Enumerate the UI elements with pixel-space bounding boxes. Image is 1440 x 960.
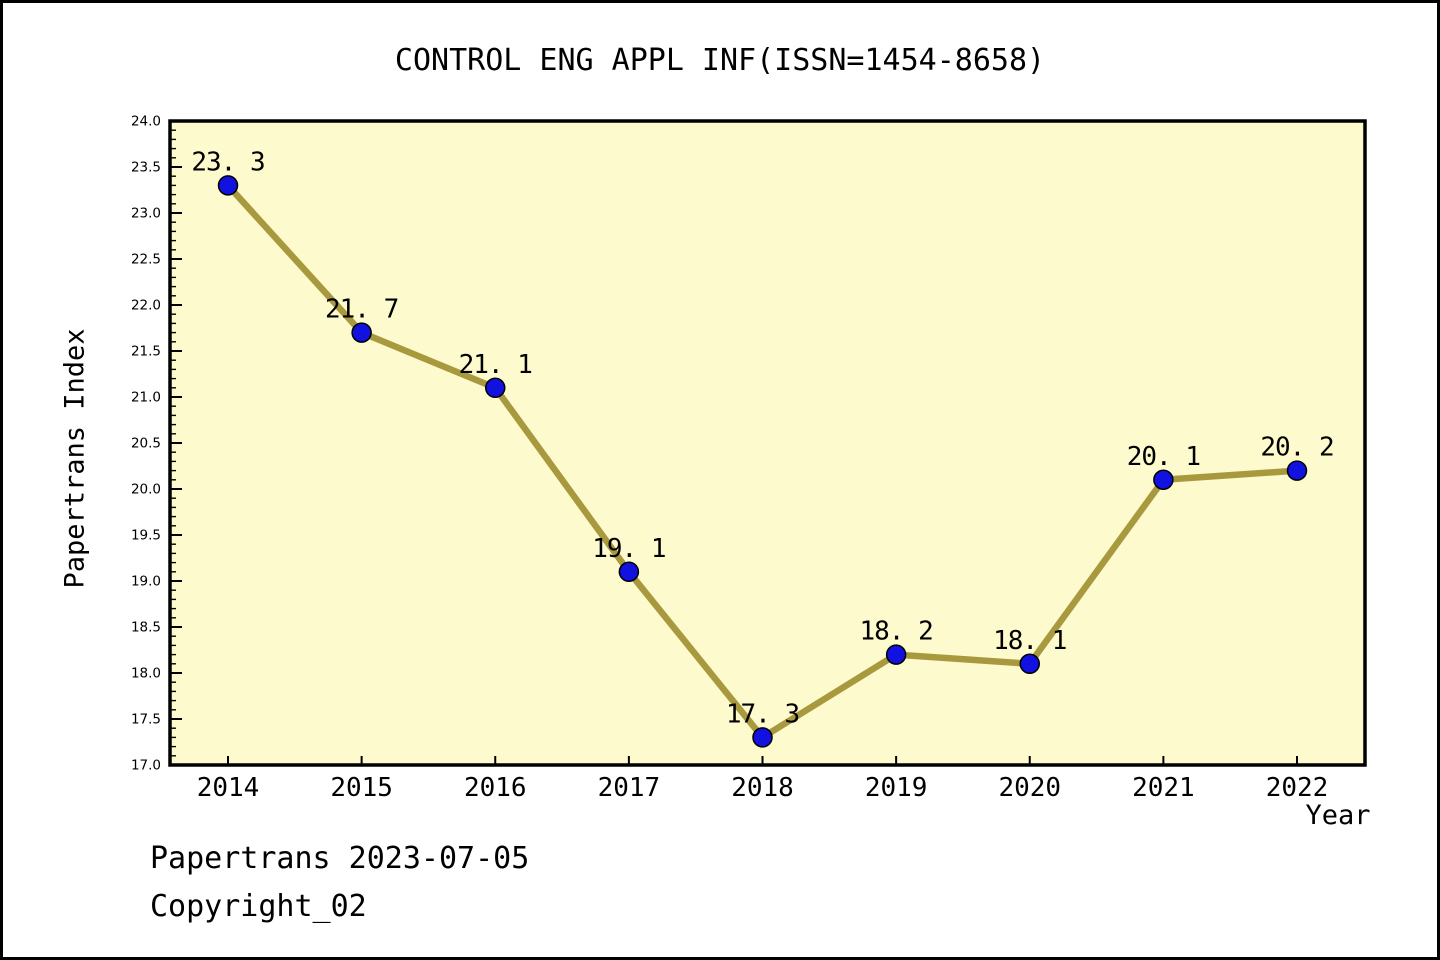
data-point <box>1019 653 1040 675</box>
y-tick-label: 23.0 <box>131 206 161 222</box>
data-point-label: 17. 3 <box>726 699 799 729</box>
data-point <box>618 561 640 583</box>
data-point-label: 20. 2 <box>1260 433 1333 463</box>
data-point <box>217 175 239 196</box>
y-tick-label: 17.5 <box>131 712 161 728</box>
data-point-label: 18. 2 <box>859 617 932 647</box>
y-tick-label: 17.0 <box>131 758 161 774</box>
y-tick-label: 21.0 <box>131 390 161 406</box>
data-point-label: 21. 7 <box>325 295 398 325</box>
data-point-label: 23. 3 <box>191 147 264 177</box>
plot-area <box>170 121 1365 765</box>
y-tick-label: 24.0 <box>131 114 161 130</box>
y-tick-label: 20.0 <box>131 482 161 498</box>
x-tick-label: 2015 <box>330 773 393 803</box>
x-tick-label: 2017 <box>598 773 661 803</box>
x-tick-label: 2016 <box>464 773 527 803</box>
data-point <box>1286 460 1308 481</box>
y-tick-label: 22.0 <box>131 298 161 314</box>
y-tick-label: 20.5 <box>131 436 161 452</box>
chart-title: CONTROL ENG APPL INF(ISSN=1454-8658) <box>394 43 1046 78</box>
y-tick-label: 18.0 <box>131 666 161 682</box>
data-point <box>1153 469 1174 491</box>
x-tick-label: 2021 <box>1132 773 1195 803</box>
line-chart-plot: 17.0 17.5 18.0 18.5 19.0 19.5 20.0 20.5 21.0 21.5… <box>131 114 1367 803</box>
y-tick-label: 21.5 <box>131 344 161 360</box>
x-tick-label: 2020 <box>998 773 1061 803</box>
y-tick-label: 18.5 <box>131 620 161 636</box>
data-point-label: 19. 1 <box>592 534 665 564</box>
footer-source-date: Papertrans 2023-07-05 <box>150 841 530 876</box>
data-point-label: 18. 1 <box>993 626 1066 656</box>
x-axis-label: Year <box>1305 800 1371 831</box>
x-tick-label: 2018 <box>731 773 794 803</box>
y-tick-label: 23.5 <box>131 160 161 176</box>
data-point <box>485 377 506 399</box>
y-tick-label: 19.0 <box>131 574 161 590</box>
x-tick-label: 2022 <box>1266 773 1329 803</box>
x-tick-label: 2014 <box>197 773 260 803</box>
data-point <box>885 644 907 665</box>
plot-border <box>168 119 1367 767</box>
y-tick-label: 19.5 <box>131 528 161 544</box>
data-point <box>752 727 773 748</box>
footer-copyright: Copyright_02 <box>150 889 367 924</box>
x-tick-label: 2019 <box>865 773 928 803</box>
data-point-label: 21. 1 <box>459 350 532 380</box>
y-tick-label: 22.5 <box>131 252 161 268</box>
data-point <box>351 322 372 343</box>
y-axis-label: Papertrans Index <box>59 328 91 589</box>
data-point-label: 20. 1 <box>1127 442 1200 472</box>
